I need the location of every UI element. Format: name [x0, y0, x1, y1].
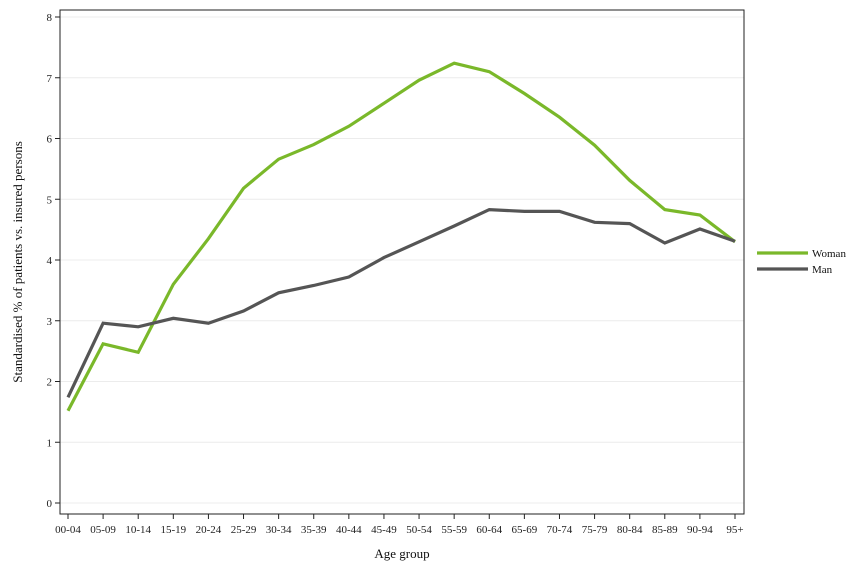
x-tick-label: 75-79	[582, 524, 608, 536]
legend-label-woman: Woman	[812, 248, 846, 260]
x-tick-label: 65-69	[512, 524, 538, 536]
y-axis: 0 1 2 3 4 5 6 7 8	[47, 12, 60, 510]
x-axis: 00-04 05-09 10-14 15-19 20-24 25-29 30-34 35-39…	[55, 514, 744, 536]
y-tick-label: 6	[47, 134, 53, 146]
x-tick-label: 90-94	[687, 524, 713, 536]
x-axis-title: Age group	[374, 546, 429, 561]
series-line-woman	[66, 61, 736, 412]
x-tick-label: 85-89	[652, 524, 678, 536]
x-tick-label: 55-59	[441, 524, 467, 536]
x-tick-label: 05-09	[90, 524, 116, 536]
x-tick-label: 95+	[726, 524, 743, 536]
gridlines	[60, 16, 744, 504]
x-tick-label: 45-49	[371, 524, 397, 536]
x-tick-label: 40-44	[336, 524, 362, 536]
x-tick-label: 35-39	[301, 524, 327, 536]
y-axis-title: Standardised % of patients vs. insured p…	[10, 141, 25, 383]
series-line-man	[66, 207, 736, 398]
y-tick-label: 1	[47, 437, 53, 449]
y-tick-label: 0	[47, 498, 53, 510]
y-tick-label: 2	[47, 377, 53, 389]
y-tick-label: 7	[47, 73, 53, 85]
series-lines	[66, 61, 736, 412]
x-tick-label: 70-74	[547, 524, 573, 536]
plot-area-frame	[59, 9, 745, 515]
x-tick-label: 25-29	[231, 524, 257, 536]
x-tick-label: 20-24	[196, 524, 222, 536]
legend: Woman Man	[757, 248, 846, 276]
x-tick-label: 80-84	[617, 524, 643, 536]
x-tick-label: 30-34	[266, 524, 292, 536]
y-tick-label: 5	[47, 194, 53, 206]
x-tick-label: 10-14	[125, 524, 151, 536]
x-tick-label: 60-64	[476, 524, 502, 536]
y-tick-label: 8	[47, 12, 53, 24]
x-tick-label: 50-54	[406, 524, 432, 536]
y-tick-label: 4	[47, 255, 53, 267]
x-tick-label: 00-04	[55, 524, 81, 536]
x-tick-label: 15-19	[160, 524, 186, 536]
y-tick-label: 3	[47, 316, 53, 328]
legend-label-man: Man	[812, 264, 833, 276]
